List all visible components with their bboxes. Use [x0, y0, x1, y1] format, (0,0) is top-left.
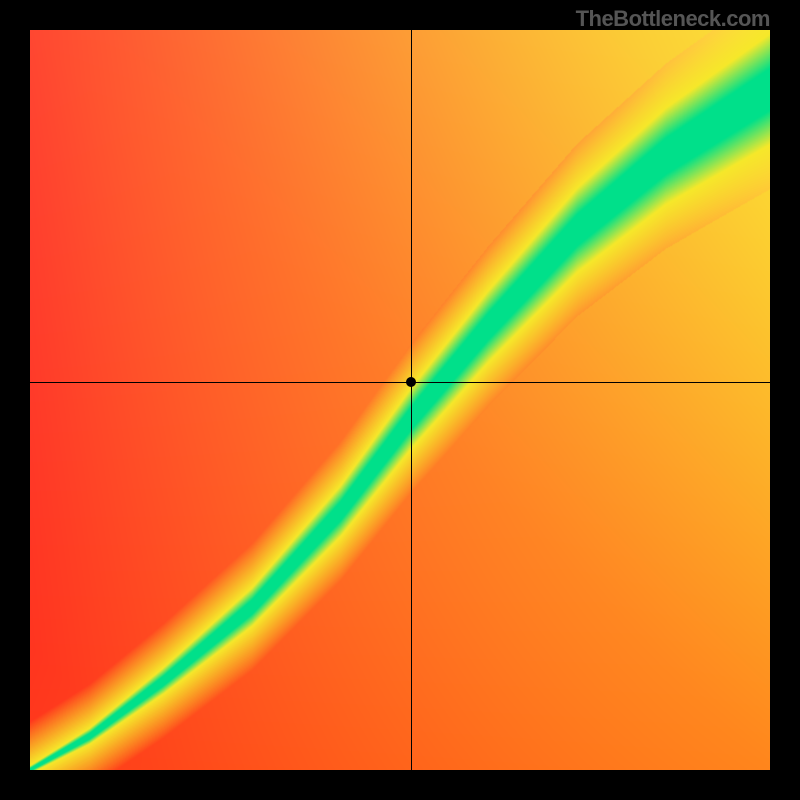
chart-container: TheBottleneck.com	[0, 0, 800, 800]
crosshair-horizontal	[30, 382, 770, 383]
crosshair-vertical	[411, 30, 412, 770]
heatmap-plot	[30, 30, 770, 770]
heatmap-canvas	[30, 30, 770, 770]
watermark-text: TheBottleneck.com	[576, 6, 770, 32]
data-point-marker	[406, 377, 416, 387]
